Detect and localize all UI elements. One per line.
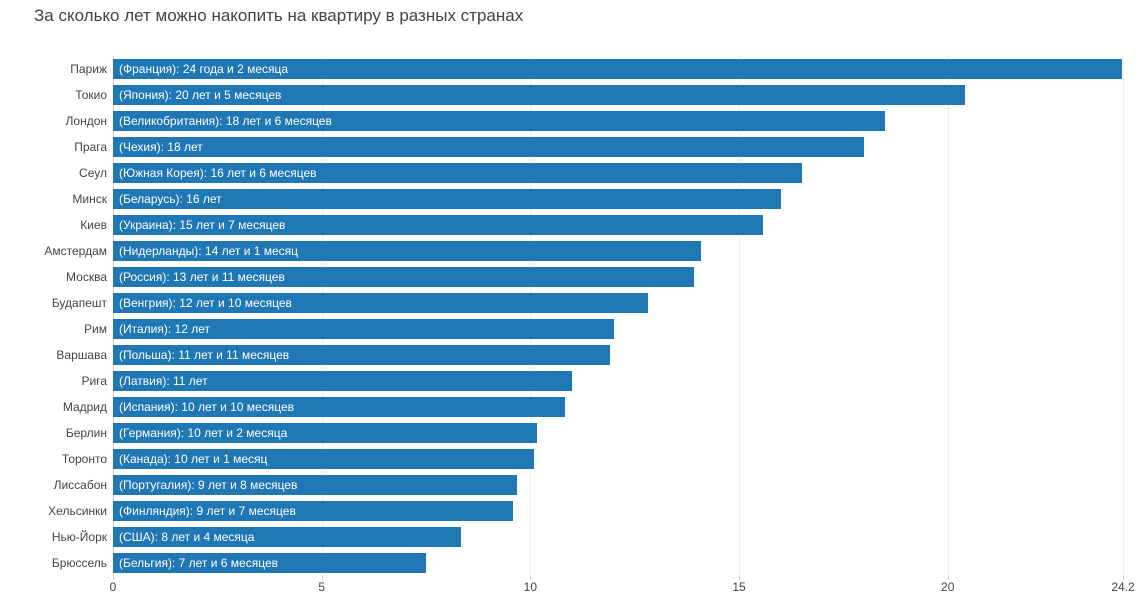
plot-area: Париж(Франция): 24 года и 2 месяцаТокио(… <box>113 56 1123 576</box>
bar-row: Амстердам(Нидерланды): 14 лет и 1 месяц <box>113 238 1123 264</box>
bar-inner-label: (США): 8 лет и 4 месяца <box>119 527 254 547</box>
y-axis-label: Торонто <box>62 446 107 472</box>
bar-row: Прага(Чехия): 18 лет <box>113 134 1123 160</box>
bar-inner-label: (Чехия): 18 лет <box>119 137 203 157</box>
y-axis-label: Хельсинки <box>48 498 107 524</box>
bar: (Россия): 13 лет и 11 месяцев <box>113 267 694 287</box>
bar: (Нидерланды): 14 лет и 1 месяц <box>113 241 701 261</box>
bar-inner-label: (Испания): 10 лет и 10 месяцев <box>119 397 294 417</box>
bar-inner-label: (Южная Корея): 16 лет и 6 месяцев <box>119 163 317 183</box>
bar-inner-label: (Франция): 24 года и 2 месяца <box>119 59 288 79</box>
y-axis-label: Киев <box>80 212 107 238</box>
bar-row: Москва(Россия): 13 лет и 11 месяцев <box>113 264 1123 290</box>
y-axis-label: Сеул <box>79 160 107 186</box>
bar-inner-label: (Нидерланды): 14 лет и 1 месяц <box>119 241 298 261</box>
bar-row: Токио(Япония): 20 лет и 5 месяцев <box>113 82 1123 108</box>
x-tick-label: 24.2 <box>1111 580 1134 594</box>
bar: (Беларусь): 16 лет <box>113 189 781 209</box>
bar-inner-label: (Бельгия): 7 лет и 6 месяцев <box>119 553 278 573</box>
bar: (Канада): 10 лет и 1 месяц <box>113 449 534 469</box>
bar: (Южная Корея): 16 лет и 6 месяцев <box>113 163 802 183</box>
bar-row: Нью-Йорк(США): 8 лет и 4 месяца <box>113 524 1123 550</box>
y-axis-label: Амстердам <box>44 238 107 264</box>
bar: (Великобритания): 18 лет и 6 месяцев <box>113 111 885 131</box>
bar-row: Киев(Украина): 15 лет и 7 месяцев <box>113 212 1123 238</box>
bar-row: Париж(Франция): 24 года и 2 месяца <box>113 56 1123 82</box>
bar-inner-label: (Финляндия): 9 лет и 7 месяцев <box>119 501 296 521</box>
bar-row: Лиссабон(Португалия): 9 лет и 8 месяцев <box>113 472 1123 498</box>
bar: (Италия): 12 лет <box>113 319 614 339</box>
y-axis-label: Рига <box>82 368 108 394</box>
y-axis-label: Будапешт <box>52 290 107 316</box>
bar: (Португалия): 9 лет и 8 месяцев <box>113 475 517 495</box>
x-tick-label: 15 <box>732 580 745 594</box>
y-axis-label: Берлин <box>66 420 107 446</box>
bar-row: Варшава(Польша): 11 лет и 11 месяцев <box>113 342 1123 368</box>
x-tick-label: 5 <box>318 580 325 594</box>
y-axis-label: Лиссабон <box>54 472 107 498</box>
y-axis-label: Варшава <box>56 342 107 368</box>
y-axis-label: Минск <box>72 186 107 212</box>
bar-row: Брюссель(Бельгия): 7 лет и 6 месяцев <box>113 550 1123 576</box>
x-axis: 0510152024.2 <box>113 576 1123 596</box>
bar-row: Рим(Италия): 12 лет <box>113 316 1123 342</box>
bar-inner-label: (Япония): 20 лет и 5 месяцев <box>119 85 281 105</box>
bar: (Польша): 11 лет и 11 месяцев <box>113 345 610 365</box>
bar-inner-label: (Латвия): 11 лет <box>119 371 208 391</box>
bar-row: Мадрид(Испания): 10 лет и 10 месяцев <box>113 394 1123 420</box>
bar-inner-label: (Украина): 15 лет и 7 месяцев <box>119 215 285 235</box>
bar-row: Рига(Латвия): 11 лет <box>113 368 1123 394</box>
chart-title: За сколько лет можно накопить на квартир… <box>34 6 523 26</box>
bar-row: Сеул(Южная Корея): 16 лет и 6 месяцев <box>113 160 1123 186</box>
y-axis-label: Рим <box>84 316 107 342</box>
y-axis-label: Париж <box>70 56 107 82</box>
bar: (Испания): 10 лет и 10 месяцев <box>113 397 565 417</box>
bar-row: Лондон(Великобритания): 18 лет и 6 месяц… <box>113 108 1123 134</box>
bar-row: Берлин(Германия): 10 лет и 2 месяца <box>113 420 1123 446</box>
y-axis-label: Мадрид <box>63 394 107 420</box>
bar-inner-label: (Великобритания): 18 лет и 6 месяцев <box>119 111 332 131</box>
bar-inner-label: (Беларусь): 16 лет <box>119 189 222 209</box>
bar: (Бельгия): 7 лет и 6 месяцев <box>113 553 426 573</box>
bar: (США): 8 лет и 4 месяца <box>113 527 461 547</box>
bar: (Чехия): 18 лет <box>113 137 864 157</box>
bar-inner-label: (Италия): 12 лет <box>119 319 210 339</box>
bar: (Финляндия): 9 лет и 7 месяцев <box>113 501 513 521</box>
y-axis-label: Лондон <box>66 108 107 134</box>
bar-inner-label: (Португалия): 9 лет и 8 месяцев <box>119 475 297 495</box>
bar-inner-label: (Германия): 10 лет и 2 месяца <box>119 423 287 443</box>
y-axis-label: Нью-Йорк <box>52 524 107 550</box>
y-axis-label: Москва <box>66 264 107 290</box>
bar: (Латвия): 11 лет <box>113 371 572 391</box>
bar-row: Минск(Беларусь): 16 лет <box>113 186 1123 212</box>
bar-inner-label: (Венгрия): 12 лет и 10 месяцев <box>119 293 292 313</box>
y-axis-label: Токио <box>75 82 107 108</box>
chart-container: За сколько лет можно накопить на квартир… <box>0 0 1140 600</box>
y-axis-label: Прага <box>74 134 107 160</box>
gridline <box>1123 56 1124 576</box>
bar: (Венгрия): 12 лет и 10 месяцев <box>113 293 648 313</box>
y-axis-label: Брюссель <box>52 550 107 576</box>
bar-inner-label: (Канада): 10 лет и 1 месяц <box>119 449 267 469</box>
bar-row: Будапешт(Венгрия): 12 лет и 10 месяцев <box>113 290 1123 316</box>
bar-inner-label: (Россия): 13 лет и 11 месяцев <box>119 267 285 287</box>
bar: (Германия): 10 лет и 2 месяца <box>113 423 537 443</box>
bar-row: Хельсинки(Финляндия): 9 лет и 7 месяцев <box>113 498 1123 524</box>
x-tick-label: 20 <box>941 580 954 594</box>
bar: (Франция): 24 года и 2 месяца <box>113 59 1122 79</box>
bar: (Япония): 20 лет и 5 месяцев <box>113 85 965 105</box>
x-tick-label: 0 <box>110 580 117 594</box>
bar-inner-label: (Польша): 11 лет и 11 месяцев <box>119 345 289 365</box>
bar: (Украина): 15 лет и 7 месяцев <box>113 215 763 235</box>
x-tick-label: 10 <box>524 580 537 594</box>
bar-row: Торонто(Канада): 10 лет и 1 месяц <box>113 446 1123 472</box>
